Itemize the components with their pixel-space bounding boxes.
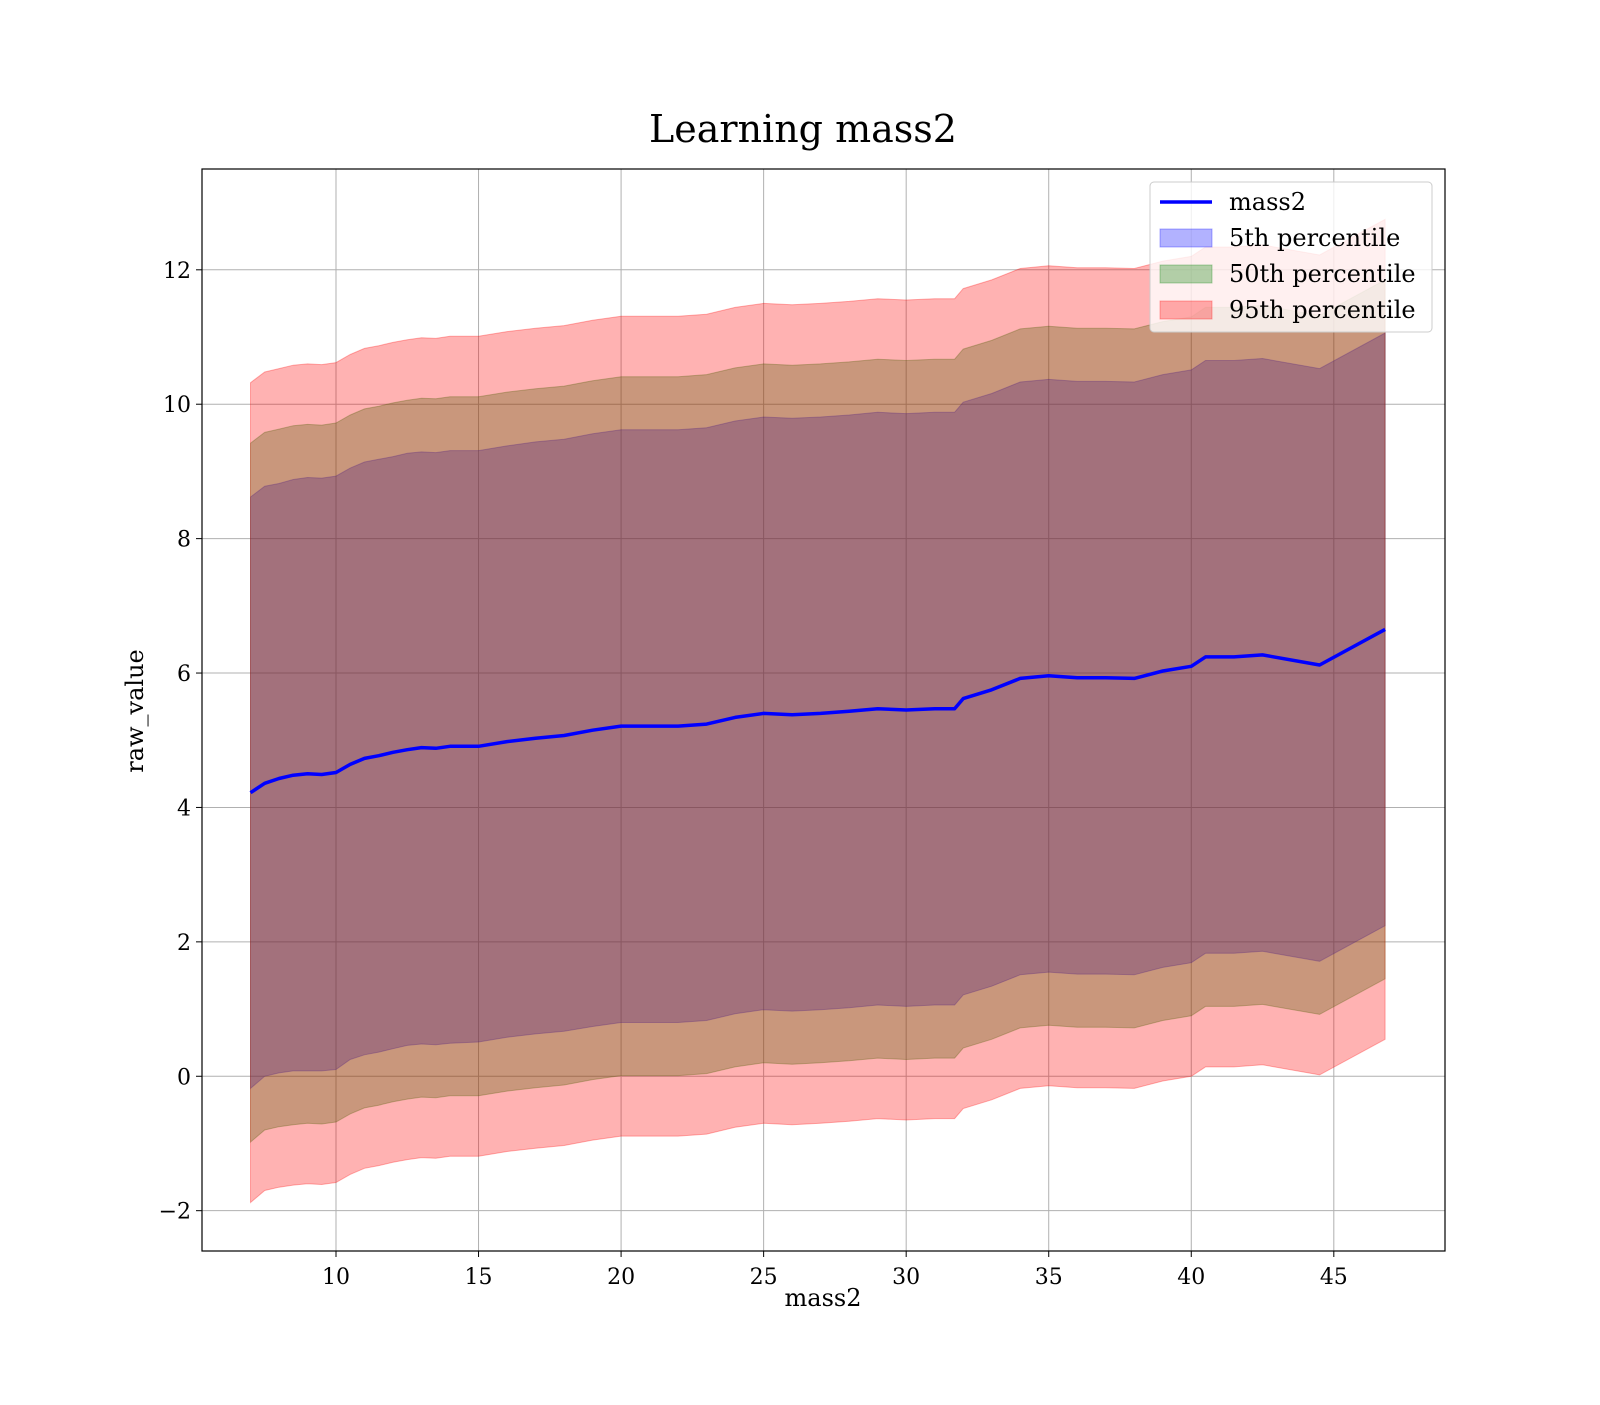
x-tick-label: 30 <box>892 1265 920 1290</box>
legend-patch-swatch <box>1159 228 1213 248</box>
y-tick-label: 10 <box>163 393 191 418</box>
legend-patch-swatch <box>1159 300 1213 320</box>
legend: mass2 5th percentile 50th percentile 95th p… <box>1149 181 1433 333</box>
y-tick-label: 4 <box>177 796 191 821</box>
axis-ticks: 10 15 20 25 30 35 40 45 −2 0 2 4 6 8 10 12 <box>159 259 1348 1290</box>
x-axis-label: mass2 <box>785 1284 862 1312</box>
legend-patch-swatch <box>1159 264 1213 284</box>
series-lines <box>249 627 1386 795</box>
y-tick-label: 8 <box>177 528 191 553</box>
legend-box <box>1149 181 1433 333</box>
y-axis-label: raw_value <box>121 649 149 773</box>
band-0 <box>250 332 1386 1090</box>
y-tick-label: 12 <box>163 259 191 284</box>
y-tick-label: 6 <box>177 662 191 687</box>
legend-label: mass2 <box>1229 188 1306 216</box>
x-tick-label: 25 <box>750 1265 778 1290</box>
x-tick-label: 20 <box>607 1265 635 1290</box>
x-tick-label: 40 <box>1177 1265 1205 1290</box>
x-tick-label: 15 <box>465 1265 493 1290</box>
x-tick-label: 45 <box>1320 1265 1348 1290</box>
percentile-bands <box>250 218 1386 1204</box>
plot-frame <box>201 168 1446 1252</box>
chart-title: Learning mass2 <box>649 107 957 151</box>
y-tick-label: 0 <box>177 1065 191 1090</box>
band-2 <box>250 218 1386 1204</box>
band-1 <box>250 279 1386 1144</box>
legend-label: 5th percentile <box>1229 224 1400 252</box>
x-tick-label: 35 <box>1035 1265 1063 1290</box>
series-line-0 <box>249 627 1386 795</box>
x-tick-label: 10 <box>322 1265 350 1290</box>
legend-label: 95th percentile <box>1229 296 1416 324</box>
legend-label: 50th percentile <box>1229 260 1416 288</box>
y-tick-label: −2 <box>159 1200 191 1225</box>
y-tick-label: 2 <box>177 931 191 956</box>
